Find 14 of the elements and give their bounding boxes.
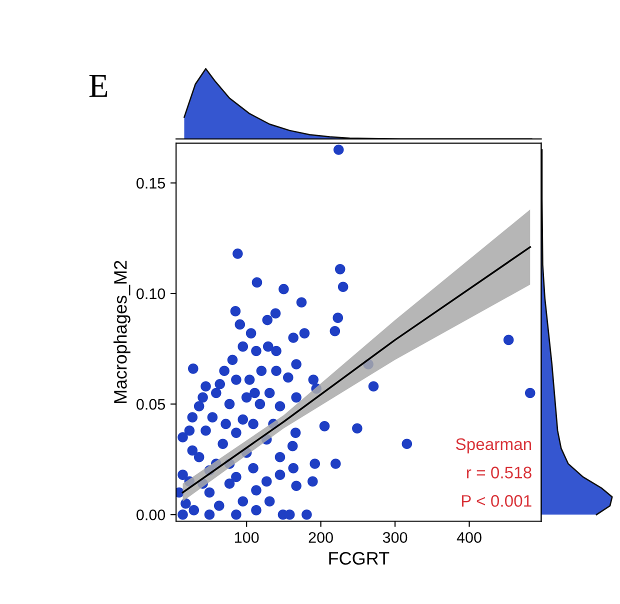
y-tick-label: 0.15 (136, 178, 166, 189)
y-tick-label: 0.00 (136, 509, 166, 520)
x-tick-label: 100 (235, 532, 259, 543)
annotation: P < 0.001 (462, 495, 532, 507)
x-tick-label: 200 (308, 532, 333, 543)
chart-title: E (89, 75, 108, 97)
x-tick-label: 300 (382, 532, 408, 543)
annotation: Spearman (456, 438, 532, 454)
y-tick-label: 0.10 (136, 288, 166, 300)
annotation: r = 0.518 (466, 466, 532, 478)
y-tick-label: 0.05 (136, 398, 166, 410)
y-axis-title: Macrophages_M2 (114, 260, 130, 403)
x-tick-label: 400 (456, 532, 482, 543)
x-axis-title: FCGRT (329, 552, 390, 565)
